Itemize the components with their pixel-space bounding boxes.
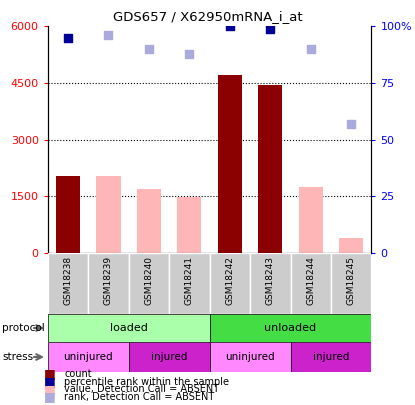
FancyBboxPatch shape — [129, 253, 169, 314]
FancyBboxPatch shape — [331, 253, 371, 314]
Text: injured: injured — [151, 352, 187, 362]
Text: GSM18238: GSM18238 — [63, 256, 73, 305]
Text: loaded: loaded — [110, 323, 148, 333]
Bar — [137, 189, 161, 253]
Text: injured: injured — [313, 352, 349, 362]
Point — [348, 121, 354, 127]
Text: GSM18241: GSM18241 — [185, 256, 194, 305]
Bar — [258, 85, 282, 253]
FancyBboxPatch shape — [169, 253, 210, 314]
Point — [105, 32, 112, 38]
Text: GSM18243: GSM18243 — [266, 256, 275, 305]
FancyBboxPatch shape — [88, 253, 129, 314]
Point — [227, 23, 233, 30]
Bar — [177, 197, 202, 253]
FancyBboxPatch shape — [210, 253, 250, 314]
Bar — [339, 238, 364, 253]
FancyBboxPatch shape — [129, 342, 210, 372]
Text: uninjured: uninjured — [225, 352, 275, 362]
Point — [186, 50, 193, 57]
FancyBboxPatch shape — [210, 342, 290, 372]
Point — [146, 46, 152, 52]
Text: protocol: protocol — [2, 323, 45, 333]
Text: GSM18245: GSM18245 — [347, 256, 356, 305]
Text: ■: ■ — [44, 375, 56, 388]
Text: ■: ■ — [44, 383, 56, 396]
Point — [308, 46, 314, 52]
Bar — [96, 176, 121, 253]
Bar — [56, 176, 80, 253]
FancyBboxPatch shape — [290, 253, 331, 314]
Text: percentile rank within the sample: percentile rank within the sample — [64, 377, 229, 386]
Text: GSM18240: GSM18240 — [144, 256, 154, 305]
Text: uninjured: uninjured — [63, 352, 113, 362]
Text: ■: ■ — [44, 367, 56, 380]
Text: GDS657 / X62950mRNA_i_at: GDS657 / X62950mRNA_i_at — [113, 10, 302, 23]
FancyBboxPatch shape — [48, 314, 210, 342]
FancyBboxPatch shape — [250, 253, 290, 314]
Text: GSM18242: GSM18242 — [225, 256, 234, 305]
Text: GSM18244: GSM18244 — [306, 256, 315, 305]
Text: value, Detection Call = ABSENT: value, Detection Call = ABSENT — [64, 384, 220, 394]
Text: ■: ■ — [44, 390, 56, 403]
FancyBboxPatch shape — [48, 342, 129, 372]
FancyBboxPatch shape — [210, 314, 371, 342]
Text: unloaded: unloaded — [264, 323, 317, 333]
FancyBboxPatch shape — [290, 342, 371, 372]
Text: stress: stress — [2, 352, 33, 362]
Text: count: count — [64, 369, 92, 379]
Text: GSM18239: GSM18239 — [104, 256, 113, 305]
Point — [267, 26, 273, 32]
FancyBboxPatch shape — [48, 253, 88, 314]
Point — [65, 34, 71, 41]
Bar — [299, 187, 323, 253]
Text: rank, Detection Call = ABSENT: rank, Detection Call = ABSENT — [64, 392, 215, 402]
Bar — [218, 75, 242, 253]
